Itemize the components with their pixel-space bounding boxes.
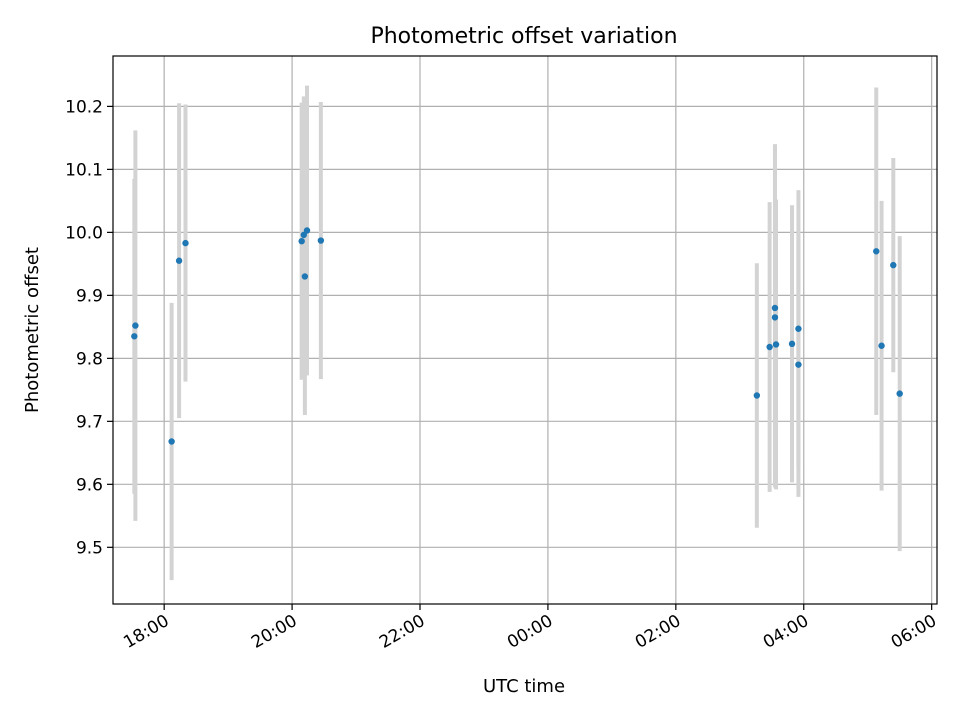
data-points: [131, 227, 903, 445]
data-point: [301, 273, 309, 280]
data-point: [182, 239, 189, 247]
data-point: [753, 392, 761, 399]
data-point: [298, 237, 305, 245]
data-point: [303, 227, 311, 234]
data-point: [300, 231, 308, 239]
data-point: [795, 325, 802, 332]
data-point: [772, 341, 780, 348]
data-point: [795, 361, 802, 368]
plot-frame: [112, 55, 938, 605]
data-point: [317, 237, 325, 244]
data-point: [890, 261, 897, 269]
data-point: [878, 342, 885, 349]
data-point: [131, 333, 138, 340]
y-tick-label: 9.9: [76, 286, 103, 306]
data-point: [132, 322, 139, 329]
y-axis-label: Photometric offset: [22, 247, 43, 413]
data-point: [771, 314, 779, 321]
data-point: [788, 340, 796, 348]
chart-title: Photometric offset variation: [370, 24, 677, 49]
data-point: [766, 343, 773, 351]
y-tick-label: 9.5: [76, 538, 103, 558]
y-tick-label: 10.1: [65, 160, 103, 180]
y-axis-ticks: 9.5 9.6 9.7 9.8 9.9 10.0 10.1 10.2: [65, 97, 113, 558]
x-axis-label: UTC time: [483, 676, 565, 697]
y-tick-label: 9.6: [76, 475, 103, 495]
data-point: [873, 248, 880, 255]
y-tick-label: 10.0: [65, 223, 103, 243]
y-tick-label: 10.2: [65, 97, 103, 117]
data-point: [175, 257, 183, 264]
data-point: [771, 304, 779, 312]
y-tick-label: 9.7: [76, 412, 103, 432]
y-tick-label: 9.8: [76, 349, 103, 369]
data-point: [896, 390, 903, 397]
data-point: [168, 438, 175, 445]
